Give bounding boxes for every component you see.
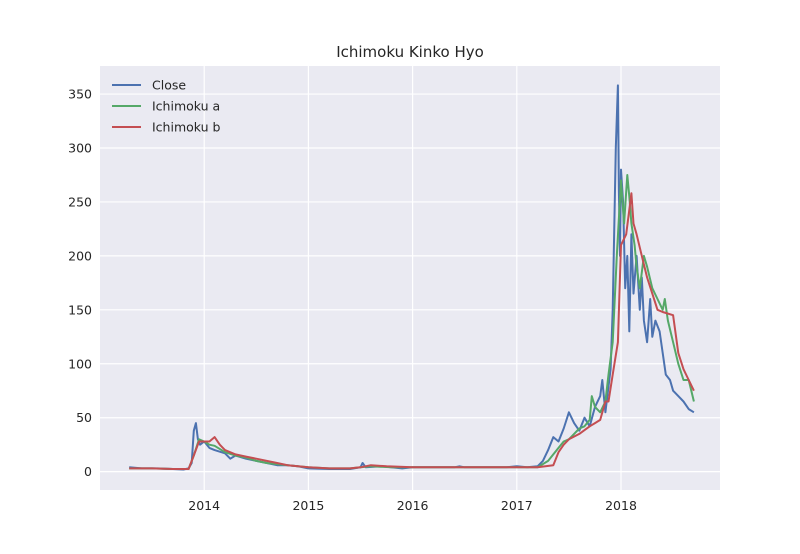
y-tick-label: 150 [68, 302, 92, 317]
y-tick-label: 300 [68, 140, 92, 155]
y-tick-label: 200 [68, 248, 92, 263]
x-axis-ticks: 2014 2015 2016 2017 2018 [188, 498, 637, 513]
chart-title: Ichimoku Kinko Hyo [336, 43, 484, 61]
y-tick-label: 100 [68, 356, 92, 371]
series-layer [129, 84, 695, 471]
grid [100, 66, 720, 490]
legend: Close Ichimoku a Ichimoku b [112, 78, 221, 135]
x-tick-label: 2015 [292, 498, 324, 513]
x-tick-label: 2017 [501, 498, 533, 513]
x-tick-label: 2018 [605, 498, 637, 513]
y-tick-label: 50 [76, 410, 92, 425]
y-tick-label: 0 [84, 464, 92, 479]
series-line-2 [129, 192, 695, 470]
y-tick-label: 350 [68, 87, 92, 102]
y-tick-label: 250 [68, 194, 92, 209]
x-tick-label: 2014 [188, 498, 220, 513]
x-tick-label: 2016 [397, 498, 429, 513]
legend-label-2: Ichimoku b [152, 120, 221, 135]
y-axis-ticks: 0 50 100 150 200 250 300 350 [68, 87, 92, 480]
series-line-1 [129, 174, 695, 470]
legend-label-0: Close [152, 78, 186, 93]
legend-label-1: Ichimoku a [152, 99, 220, 114]
